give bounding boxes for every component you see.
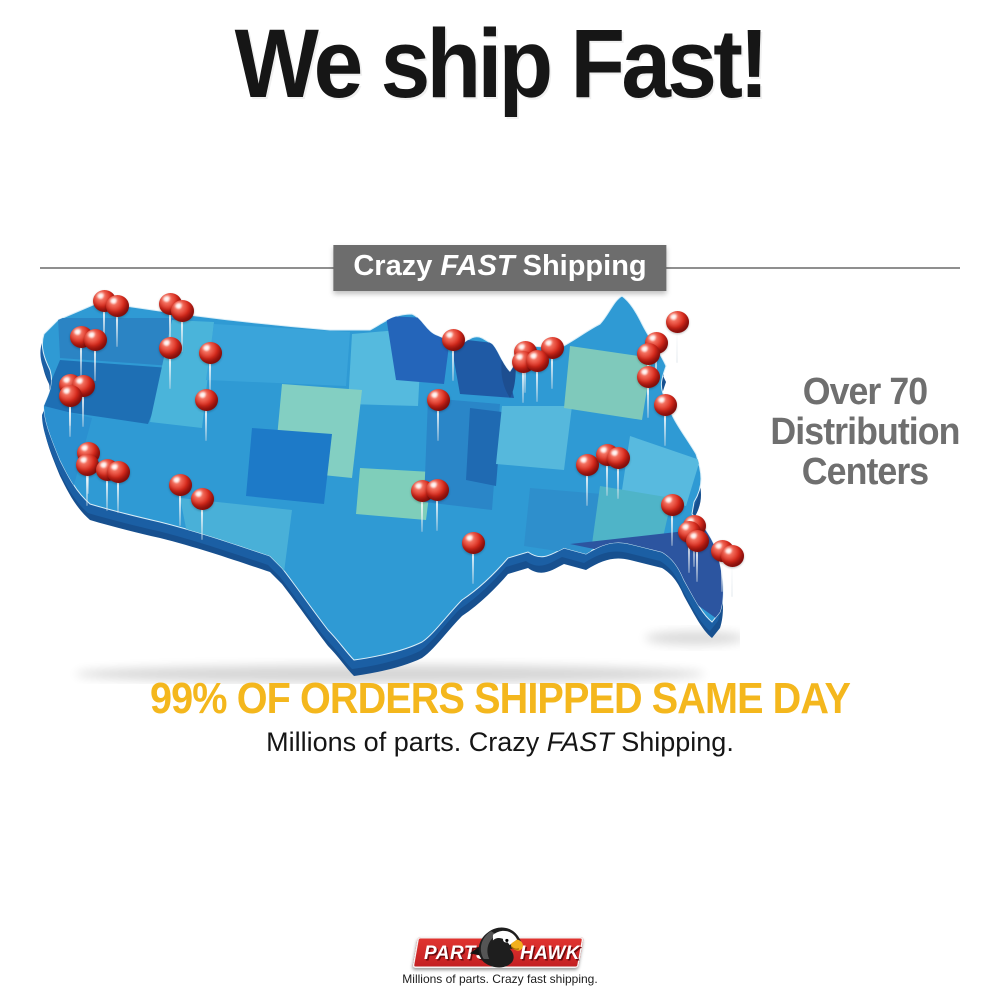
callout-line-2: Distribution: [770, 411, 960, 453]
shipping-badge: Crazy FAST Shipping: [333, 245, 667, 291]
badge-text-suffix: Shipping: [514, 250, 647, 282]
sub-headline-suffix: Shipping.: [613, 727, 734, 757]
logo-parts-text: PARTS: [424, 943, 490, 964]
partshawk-logo: PARTS HAWK Millions of parts. Crazy fast…: [402, 920, 598, 986]
same-day-headline: 99% OF ORDERS SHIPPED SAME DAY: [150, 674, 851, 723]
us-map: [30, 288, 740, 684]
page-title: We ship Fast!: [234, 9, 769, 118]
badge-text: Crazy: [353, 250, 441, 282]
badge-text-fast: FAST: [440, 250, 515, 282]
hawk-icon: [469, 927, 523, 968]
logo-hawk-text: HAWK: [519, 943, 580, 964]
callout-line-1: Over 70: [802, 371, 928, 413]
distribution-callout: Over 70 Distribution Centers: [749, 372, 980, 492]
callout-line-3: Centers: [801, 451, 929, 493]
us-map-graphic: [40, 295, 740, 683]
sub-headline-fast: FAST: [546, 727, 614, 757]
logo-tagline: Millions of parts. Crazy fast shipping.: [402, 972, 598, 986]
sub-headline-prefix: Millions of parts. Crazy: [266, 727, 547, 757]
sub-headline: Millions of parts. Crazy FAST Shipping.: [0, 727, 1000, 758]
